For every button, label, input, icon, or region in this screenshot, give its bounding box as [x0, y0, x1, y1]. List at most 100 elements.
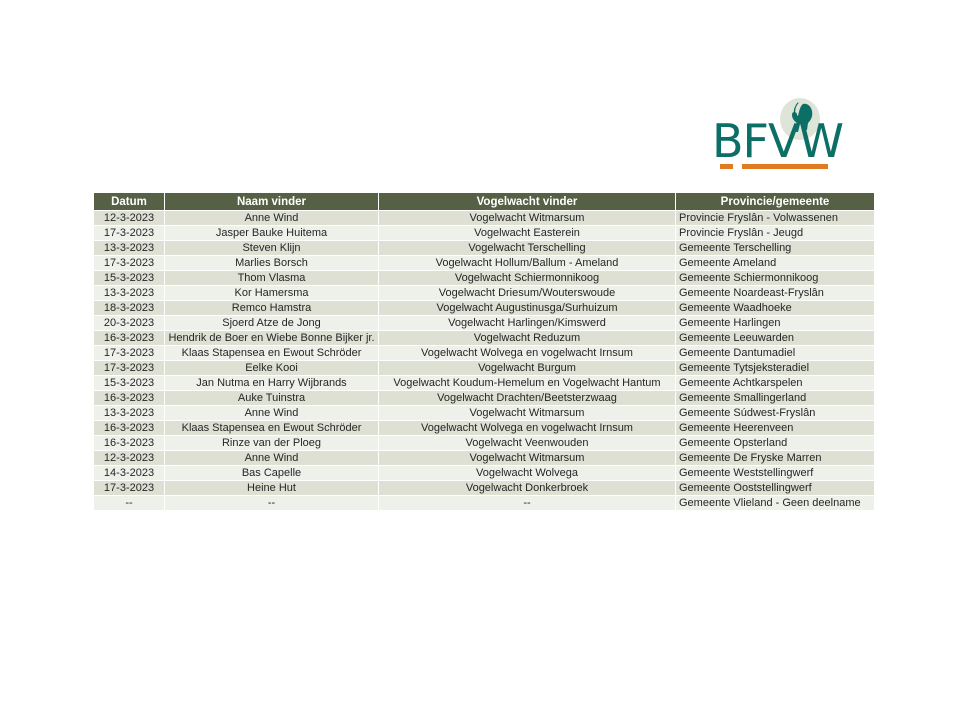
cell-provincie-gemeente: Gemeente Leeuwarden	[676, 331, 874, 345]
column-header-provincie-gemeente[interactable]: Provincie/gemeente	[676, 193, 874, 210]
logo-wordmark: BFVW	[712, 114, 844, 168]
cell-provincie-gemeente: Gemeente Dantumadiel	[676, 346, 874, 360]
cell-naam-vinder: Eelke Kooi	[165, 361, 378, 375]
cell-naam-vinder: Hendrik de Boer en Wiebe Bonne Bijker jr…	[165, 331, 378, 345]
cell-naam-vinder: Anne Wind	[165, 451, 378, 465]
bfvw-logo: BFVW	[712, 98, 848, 170]
table-row[interactable]: 13-3-2023 Steven Klijn Vogelwacht Terschel…	[94, 241, 874, 255]
cell-naam-vinder: Auke Tuinstra	[165, 391, 378, 405]
cell-naam-vinder: Remco Hamstra	[165, 301, 378, 315]
table-body: 12-3-2023 Anne Wind Vogelwacht Witmarsum Pr…	[94, 211, 874, 510]
cell-naam-vinder: Bas Capelle	[165, 466, 378, 480]
cell-naam-vinder: Steven Klijn	[165, 241, 378, 255]
cell-vogelwacht-vinder: Vogelwacht Witmarsum	[379, 406, 675, 420]
table-row[interactable]: 18-3-2023 Remco Hamstra Vogelwacht Augusti…	[94, 301, 874, 315]
table-row[interactable]: 13-3-2023 Kor Hamersma Vogelwacht Driesum/…	[94, 286, 874, 300]
cell-vogelwacht-vinder: Vogelwacht Wolvega en vogelwacht Irnsum	[379, 346, 675, 360]
cell-provincie-gemeente: Gemeente Vlieland - Geen deelname	[676, 496, 874, 510]
table-row[interactable]: 20-3-2023 Sjoerd Atze de Jong Vogelwacht H…	[94, 316, 874, 330]
cell-datum: --	[94, 496, 164, 510]
cell-provincie-gemeente: Gemeente Súdwest-Fryslân	[676, 406, 874, 420]
cell-vogelwacht-vinder: Vogelwacht Harlingen/Kimswerd	[379, 316, 675, 330]
bird-silhouette-icon	[792, 102, 813, 132]
cell-datum: 12-3-2023	[94, 211, 164, 225]
cell-datum: 16-3-2023	[94, 421, 164, 435]
table-row[interactable]: 15-3-2023 Jan Nutma en Harry Wijbrands Vog…	[94, 376, 874, 390]
cell-vogelwacht-vinder: Vogelwacht Reduzum	[379, 331, 675, 345]
cell-naam-vinder: Anne Wind	[165, 406, 378, 420]
table-row[interactable]: 13-3-2023 Anne Wind Vogelwacht Witmarsum Ge…	[94, 406, 874, 420]
cell-provincie-gemeente: Gemeente Achtkarspelen	[676, 376, 874, 390]
column-header-naam-vinder[interactable]: Naam vinder	[165, 193, 378, 210]
table-row[interactable]: 16-3-2023 Klaas Stapensea en Ewout Schröd…	[94, 421, 874, 435]
table-row[interactable]: 16-3-2023 Auke Tuinstra Vogelwacht Drachte…	[94, 391, 874, 405]
cell-provincie-gemeente: Gemeente Terschelling	[676, 241, 874, 255]
table-row[interactable]: 12-3-2023 Anne Wind Vogelwacht Witmarsum Ge…	[94, 451, 874, 465]
cell-naam-vinder: --	[165, 496, 378, 510]
cell-datum: 16-3-2023	[94, 391, 164, 405]
cell-datum: 17-3-2023	[94, 346, 164, 360]
table-row[interactable]: 17-3-2023 Eelke Kooi Vogelwacht Burgum Geme…	[94, 361, 874, 375]
cell-provincie-gemeente: Gemeente De Fryske Marren	[676, 451, 874, 465]
cell-vogelwacht-vinder: Vogelwacht Veenwouden	[379, 436, 675, 450]
table-row[interactable]: -- -- -- Gemeente Vlieland - Geen deelname	[94, 496, 874, 510]
cell-vogelwacht-vinder: Vogelwacht Burgum	[379, 361, 675, 375]
cell-naam-vinder: Thom Vlasma	[165, 271, 378, 285]
table-row[interactable]: 12-3-2023 Anne Wind Vogelwacht Witmarsum Pr…	[94, 211, 874, 225]
cell-datum: 18-3-2023	[94, 301, 164, 315]
cell-datum: 12-3-2023	[94, 451, 164, 465]
table-row[interactable]: 16-3-2023 Hendrik de Boer en Wiebe Bonne …	[94, 331, 874, 345]
cell-naam-vinder: Klaas Stapensea en Ewout Schröder	[165, 346, 378, 360]
cell-provincie-gemeente: Gemeente Opsterland	[676, 436, 874, 450]
cell-naam-vinder: Anne Wind	[165, 211, 378, 225]
cell-datum: 20-3-2023	[94, 316, 164, 330]
cell-naam-vinder: Sjoerd Atze de Jong	[165, 316, 378, 330]
results-table-container: Datum Naam vinder Vogelwacht vinder Prov…	[93, 192, 875, 511]
cell-vogelwacht-vinder: Vogelwacht Driesum/Wouterswoude	[379, 286, 675, 300]
cell-datum: 17-3-2023	[94, 256, 164, 270]
cell-vogelwacht-vinder: Vogelwacht Wolvega	[379, 466, 675, 480]
cell-provincie-gemeente: Gemeente Ooststellingwerf	[676, 481, 874, 495]
cell-vogelwacht-vinder: Vogelwacht Donkerbroek	[379, 481, 675, 495]
column-header-vogelwacht-vinder[interactable]: Vogelwacht vinder	[379, 193, 675, 210]
cell-provincie-gemeente: Gemeente Noardeast-Fryslân	[676, 286, 874, 300]
table-row[interactable]: 17-3-2023 Heine Hut Vogelwacht Donkerbroek…	[94, 481, 874, 495]
cell-provincie-gemeente: Gemeente Tytsjeksteradiel	[676, 361, 874, 375]
logo-accent-bar-large	[742, 164, 828, 169]
cell-provincie-gemeente: Provincie Fryslân - Jeugd	[676, 226, 874, 240]
table-header-row: Datum Naam vinder Vogelwacht vinder Prov…	[94, 193, 874, 210]
cell-datum: 16-3-2023	[94, 436, 164, 450]
cell-datum: 16-3-2023	[94, 331, 164, 345]
cell-vogelwacht-vinder: Vogelwacht Witmarsum	[379, 211, 675, 225]
cell-vogelwacht-vinder: --	[379, 496, 675, 510]
cell-datum: 15-3-2023	[94, 271, 164, 285]
cell-vogelwacht-vinder: Vogelwacht Wolvega en vogelwacht Irnsum	[379, 421, 675, 435]
table-row[interactable]: 17-3-2023 Jasper Bauke Huitema Vogelwacht …	[94, 226, 874, 240]
table-row[interactable]: 17-3-2023 Klaas Stapensea en Ewout Schröd…	[94, 346, 874, 360]
cell-vogelwacht-vinder: Vogelwacht Easterein	[379, 226, 675, 240]
table-row[interactable]: 14-3-2023 Bas Capelle Vogelwacht Wolvega Ge…	[94, 466, 874, 480]
table-row[interactable]: 17-3-2023 Marlies Borsch Vogelwacht Hollum…	[94, 256, 874, 270]
cell-provincie-gemeente: Gemeente Smallingerland	[676, 391, 874, 405]
cell-naam-vinder: Jasper Bauke Huitema	[165, 226, 378, 240]
logo-accent-bar-small	[720, 164, 733, 169]
table-row[interactable]: 15-3-2023 Thom Vlasma Vogelwacht Schiermon…	[94, 271, 874, 285]
column-header-datum[interactable]: Datum	[94, 193, 164, 210]
results-table: Datum Naam vinder Vogelwacht vinder Prov…	[93, 192, 875, 511]
cell-vogelwacht-vinder: Vogelwacht Terschelling	[379, 241, 675, 255]
cell-vogelwacht-vinder: Vogelwacht Hollum/Ballum - Ameland	[379, 256, 675, 270]
cell-vogelwacht-vinder: Vogelwacht Drachten/Beetsterzwaag	[379, 391, 675, 405]
cell-naam-vinder: Heine Hut	[165, 481, 378, 495]
cell-provincie-gemeente: Provincie Fryslân - Volwassenen	[676, 211, 874, 225]
cell-provincie-gemeente: Gemeente Waadhoeke	[676, 301, 874, 315]
cell-datum: 14-3-2023	[94, 466, 164, 480]
cell-datum: 13-3-2023	[94, 406, 164, 420]
cell-provincie-gemeente: Gemeente Weststellingwerf	[676, 466, 874, 480]
cell-naam-vinder: Marlies Borsch	[165, 256, 378, 270]
table-row[interactable]: 16-3-2023 Rinze van der Ploeg Vogelwacht V…	[94, 436, 874, 450]
cell-datum: 17-3-2023	[94, 361, 164, 375]
cell-naam-vinder: Kor Hamersma	[165, 286, 378, 300]
table-header: Datum Naam vinder Vogelwacht vinder Prov…	[94, 193, 874, 210]
cell-provincie-gemeente: Gemeente Heerenveen	[676, 421, 874, 435]
cell-datum: 17-3-2023	[94, 226, 164, 240]
